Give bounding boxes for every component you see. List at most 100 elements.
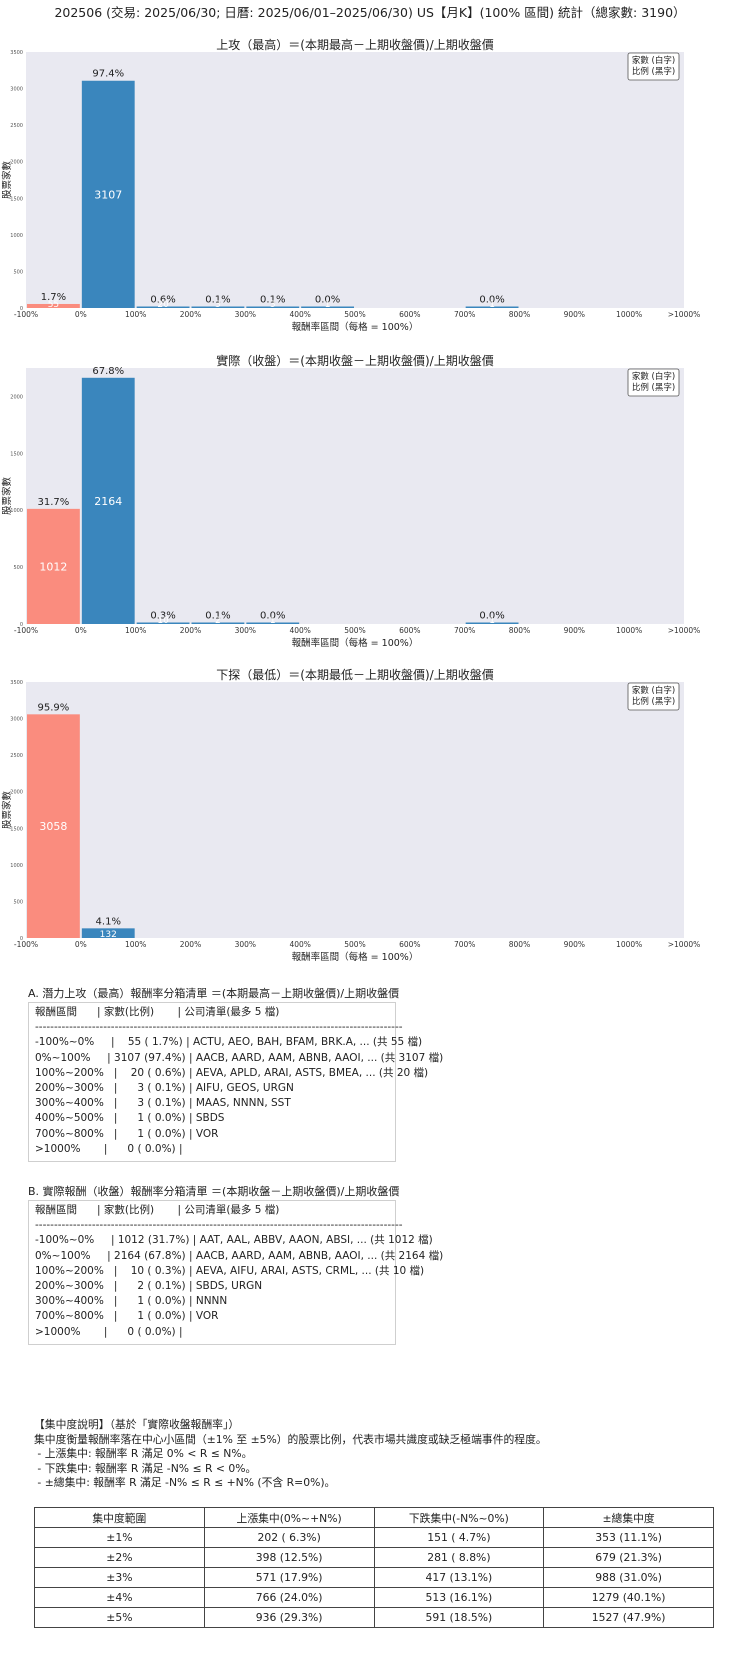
y-tick-label: 500 — [13, 269, 23, 275]
y-axis-label: 股票家數 — [1, 791, 13, 830]
chart-actual-close-svg: 實際（收盤）＝(本期收盤－上期收盤價)/上期收盤價 0 500 1000 1500 200… — [1, 354, 701, 649]
bar — [136, 622, 190, 624]
plot-area — [26, 368, 684, 624]
chart-upside-high: 上攻（最高）＝(本期最高－上期收盤價)/上期收盤價 0 500 1000 1500 200… — [0, 38, 740, 350]
y-tick-label: 0 — [20, 306, 23, 312]
x-tick-label: 900% — [564, 310, 585, 319]
bar-count-label: 1 — [270, 616, 276, 626]
x-axis-label: 報酬率區間（每格 = 100%） — [292, 321, 419, 333]
bar-count-label: 3058 — [39, 820, 67, 833]
chart-downside-low: 下探（最低）＝(本期最低－上期收盤價)/上期收盤價 0 500 1000 1500 200… — [0, 668, 740, 980]
x-axis-label: 報酬率區間（每格 = 100%） — [292, 637, 419, 649]
legend-box — [627, 368, 680, 397]
chart-title: 上攻（最高）＝(本期最高－上期收盤價)/上期收盤價 — [216, 38, 493, 52]
x-tick-label: 1000% — [616, 940, 642, 949]
list-a-box: 報酬區間 | 家數(比例) | 公司清單(最多 5 檔) ------------… — [28, 1002, 444, 1163]
y-tick-label: 0 — [20, 936, 23, 942]
list-a-section: A. 潛力上攻（最高）報酬率分箱清單 ＝(本期最高－上期收盤價)/上期收盤價 報… — [28, 985, 444, 1163]
table-cell: 571 (17.9%) — [203, 1567, 375, 1588]
table-row: ±1% 202 ( 6.3%) 151 ( 4.7%) 353 (11.1%) — [34, 1527, 714, 1548]
list-a-line: 400%~500% | 1 ( 0.0%) | SBDS — [35, 1112, 225, 1125]
x-tick-label: 1000% — [616, 626, 642, 635]
bar — [246, 306, 300, 308]
chart-title: 下探（最低）＝(本期最低－上期收盤價)/上期收盤價 — [216, 668, 493, 682]
list-b-box: 報酬區間 | 家數(比例) | 公司清單(最多 5 檔) ------------… — [28, 1200, 444, 1345]
x-tick-label: 0% — [75, 310, 87, 319]
bar — [191, 306, 245, 308]
list-b-line: 100%~200% | 10 ( 0.3%) | AEVA, AIFU, ARA… — [35, 1264, 425, 1277]
bar-count-label: 2 — [215, 616, 221, 626]
list-a-line: 200%~300% | 3 ( 0.1%) | AIFU, GEOS, URGN — [35, 1082, 294, 1095]
x-tick-label: 700% — [454, 310, 475, 319]
bar-pct-label: 97.4% — [92, 69, 124, 80]
x-tick-label: 200% — [180, 940, 201, 949]
y-tick-label: 2500 — [10, 753, 23, 759]
bar — [465, 306, 519, 308]
list-a-line: 100%~200% | 20 ( 0.6%) | AEVA, APLD, ARA… — [35, 1066, 429, 1079]
table-row: ±2% 398 (12.5%) 281 ( 8.8%) 679 (21.3%) — [34, 1547, 714, 1568]
notes-line: 【集中度說明】（基於「實際收盤報酬率」） — [34, 1418, 240, 1431]
y-tick-label: 3000 — [10, 717, 23, 723]
bar-pct-label: 0.0% — [479, 295, 504, 306]
legend-entry: 家數 (白字) — [632, 55, 675, 66]
x-tick-label: 400% — [289, 940, 310, 949]
notes-line: - ±總集中: 報酬率 R 滿足 -N% ≤ R ≤ +N% (不含 R=0%)… — [34, 1476, 336, 1489]
bar-pct-label: 31.7% — [38, 497, 70, 508]
bar — [301, 306, 354, 308]
list-a-line: ----------------------------------------… — [35, 1021, 403, 1034]
list-b-line: 300%~400% | 1 ( 0.0%) | NNNN — [35, 1295, 228, 1308]
bar — [81, 377, 135, 624]
list-b-line: ----------------------------------------… — [35, 1219, 403, 1232]
x-tick-label: 500% — [344, 310, 365, 319]
x-tick-label: 700% — [454, 940, 475, 949]
bar — [27, 303, 80, 308]
x-tick-label: 400% — [289, 310, 310, 319]
x-tick-label: 600% — [399, 940, 420, 949]
x-tick-label: 200% — [180, 626, 201, 635]
bar-pct-label: 95.9% — [38, 702, 70, 713]
x-tick-label: 800% — [509, 940, 530, 949]
concentration-header-down: 下跌集中(-N%~0%) — [373, 1507, 545, 1528]
table-cell: 202 ( 6.3%) — [203, 1527, 375, 1548]
x-tick-label: 100% — [125, 940, 146, 949]
bar — [246, 622, 300, 624]
plot-area — [26, 682, 684, 938]
x-tick-label: 600% — [399, 626, 420, 635]
x-tick-label: 300% — [235, 626, 256, 635]
y-tick-label: 3000 — [10, 87, 23, 93]
table-cell: ±2% — [34, 1547, 205, 1568]
bar — [465, 622, 519, 624]
chart-downside-low-svg: 下探（最低）＝(本期最低－上期收盤價)/上期收盤價 0 500 1000 1500 200… — [1, 668, 700, 963]
bar-count-label: 55 — [48, 300, 59, 310]
x-tick-label: 700% — [454, 626, 475, 635]
legend-entry: 家數 (白字) — [632, 371, 675, 382]
concentration-table: 集中度範圍 上漲集中(0%~+N%) 下跌集中(-N%~0%) ±總集中度 ±1… — [34, 1507, 714, 1628]
notes-line: - 上漲集中: 報酬率 R 滿足 0% < R ≤ N%。 — [34, 1447, 253, 1460]
y-tick-label: 1000 — [10, 863, 23, 869]
y-tick-label: 2500 — [10, 123, 23, 129]
table-row: ±5% 936 (29.3%) 591 (18.5%) 1527 (47.9%) — [34, 1607, 714, 1628]
table-cell: 1527 (47.9%) — [543, 1607, 714, 1628]
bar — [81, 80, 135, 308]
legend-box — [627, 52, 680, 81]
table-cell: 417 (13.1%) — [373, 1567, 545, 1588]
y-tick-label: 2000 — [10, 790, 23, 796]
table-cell: ±3% — [34, 1567, 205, 1588]
y-tick-label: 1500 — [10, 451, 23, 457]
bar-count-label: 1012 — [39, 560, 67, 573]
bar-pct-label: 0.6% — [150, 295, 175, 306]
concentration-notes: 【集中度說明】（基於「實際收盤報酬率」） 集中度衡量報酬率落在中心小區間（±1% … — [34, 1418, 547, 1491]
chart-actual-close: 實際（收盤）＝(本期收盤－上期收盤價)/上期收盤價 0 500 1000 1500 200… — [0, 354, 740, 666]
bar — [27, 508, 80, 624]
x-tick-label: 100% — [125, 626, 146, 635]
x-tick-label: 200% — [180, 310, 201, 319]
x-tick-label: 400% — [289, 626, 310, 635]
list-a-line: 0%~100% | 3107 (97.4%) | AACB, AARD, AAM… — [35, 1051, 444, 1064]
x-tick-label: 600% — [399, 310, 420, 319]
list-b-line: 0%~100% | 2164 (67.8%) | AACB, AARD, AAM… — [35, 1249, 444, 1262]
x-tick-label: >1000% — [668, 626, 701, 635]
y-axis-label: 股票家數 — [1, 161, 13, 200]
x-tick-label: 1000% — [616, 310, 642, 319]
bar-count-label: 10 — [157, 616, 169, 626]
list-b-heading: B. 實際報酬（收盤）報酬率分箱清單 ＝(本期收盤－上期收盤價)/上期收盤價 — [28, 1185, 400, 1198]
